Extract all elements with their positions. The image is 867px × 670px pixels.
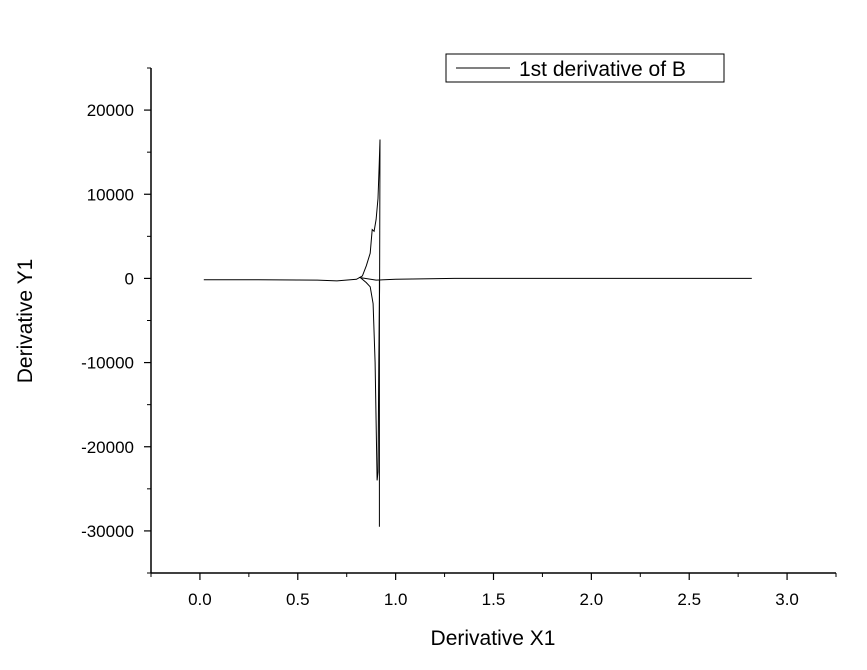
y-tick-label: 20000 [87,101,134,120]
x-tick-label: 2.5 [677,590,701,609]
x-tick-label: 3.0 [775,590,799,609]
y-tick-label: -30000 [81,522,134,541]
y-axis-label: Derivative Y1 [14,259,37,384]
x-tick-label: 0.0 [188,590,212,609]
x-tick-label: 2.0 [580,590,604,609]
legend: 1st derivative of B [445,53,725,83]
x-tick-label: 1.0 [384,590,408,609]
x-tick-label: 1.5 [482,590,506,609]
y-tick-label: -20000 [81,438,134,457]
series-line [203,139,752,481]
y-tick-label: -10000 [81,354,134,373]
x-tick-label: 0.5 [286,590,310,609]
axes: 0.0 0.5 1.0 1.5 2.0 2.5 3.0 -30000 -20000 -10000 0… [81,67,837,609]
x-axis-label: Derivative X1 [431,627,556,650]
plot-area [203,139,752,527]
y-tick-label: 10000 [87,185,134,204]
y-tick-label: 0 [125,269,134,288]
legend-entry-label: 1st derivative of B [519,58,686,81]
